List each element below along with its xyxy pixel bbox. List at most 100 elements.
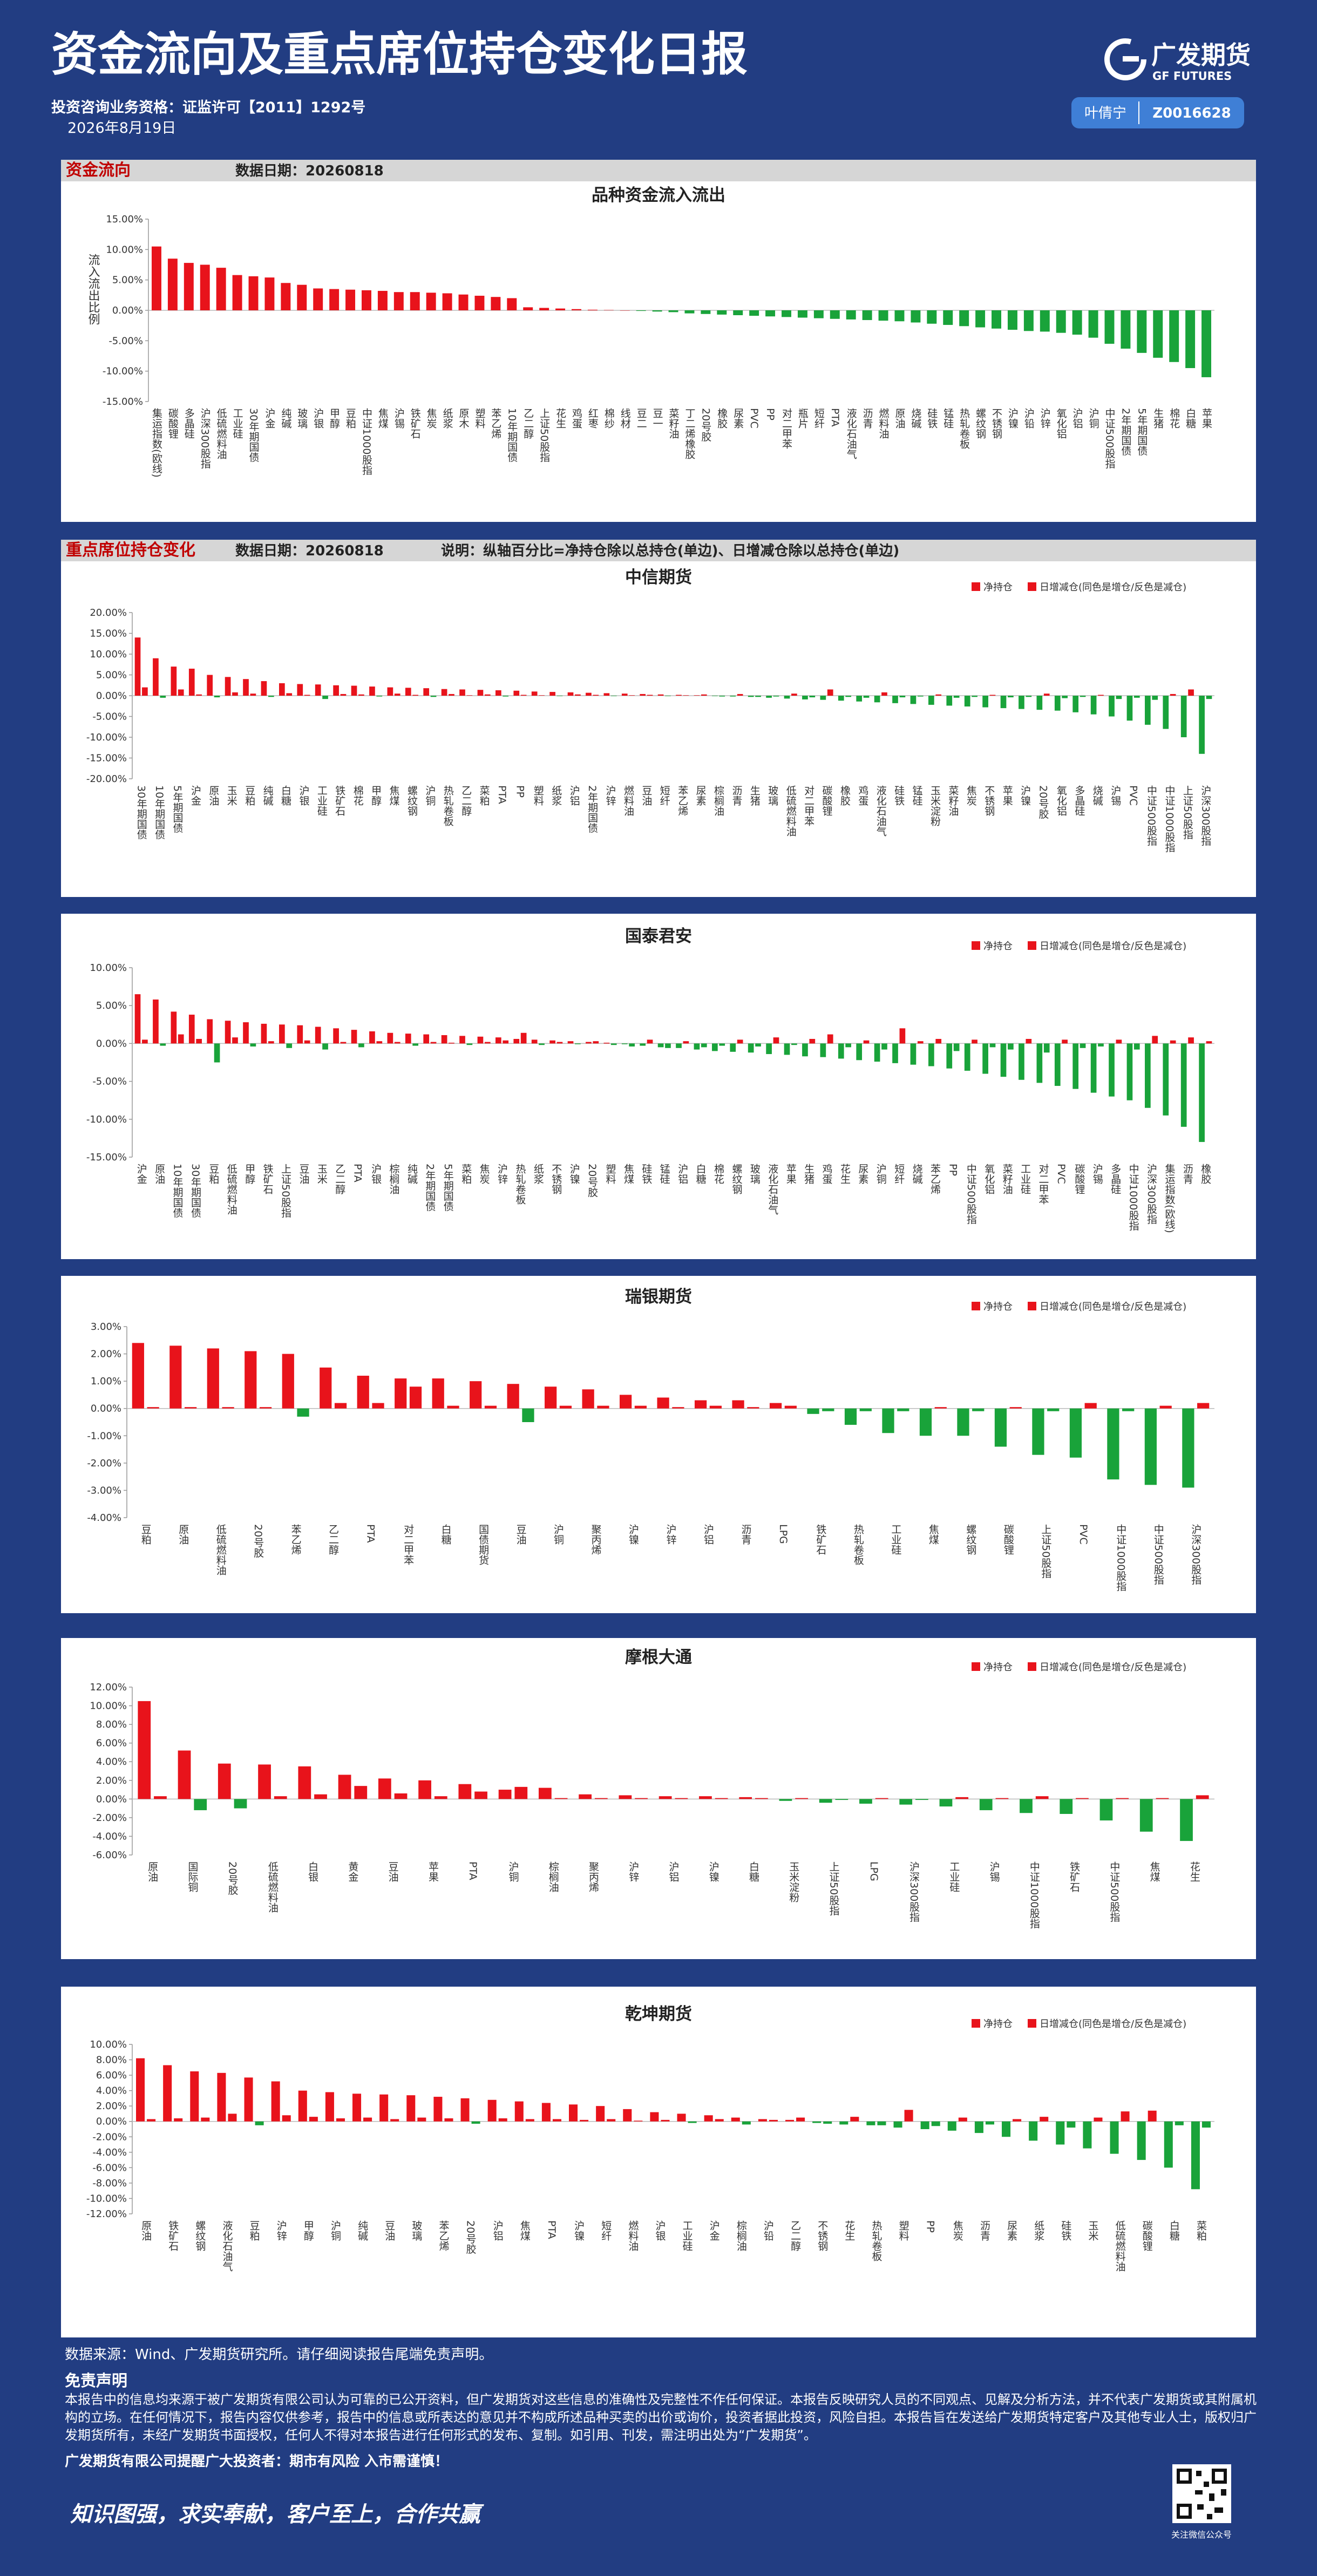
x-tick-label: 鸡蛋 <box>821 1164 833 1184</box>
bar <box>271 2081 280 2122</box>
x-tick-label: 棉花 <box>352 785 364 806</box>
x-tick-label: 玉米 <box>316 1164 328 1184</box>
bar <box>207 675 213 696</box>
bar <box>1056 2121 1065 2145</box>
qr-finder-inner <box>1180 2472 1189 2480</box>
x-tick-label: 低硫燃料油 <box>267 1861 279 1913</box>
bar <box>441 689 447 696</box>
bar <box>1116 1039 1122 1044</box>
bar <box>1196 1795 1209 1799</box>
x-tick-label: 聚丙烯 <box>587 1861 599 1892</box>
bar <box>541 2103 551 2122</box>
x-tick-label: 豆油 <box>297 1164 309 1184</box>
bar <box>387 687 393 696</box>
bar <box>1047 1408 1060 1411</box>
x-tick-label: 棕榈油 <box>388 1164 400 1194</box>
bar <box>474 295 485 310</box>
x-tick-label: 花生 <box>843 2220 855 2241</box>
bar <box>169 1345 182 1409</box>
bar <box>802 1043 808 1057</box>
bar <box>947 2121 956 2131</box>
bar <box>769 2119 778 2122</box>
bar <box>1060 1799 1073 1814</box>
bar <box>393 292 404 310</box>
x-tick-label: 低硫燃料油 <box>215 408 227 459</box>
x-tick-label: 纯碱 <box>356 2220 368 2241</box>
bar <box>1188 689 1194 696</box>
x-tick-label: 沪铜 <box>1088 408 1099 429</box>
bar <box>684 310 695 314</box>
x-tick-label: 原油 <box>207 785 219 806</box>
bar <box>216 268 226 310</box>
x-tick-label: 玻璃 <box>410 2220 422 2241</box>
bar <box>298 2090 307 2122</box>
bar <box>1199 696 1205 754</box>
bar <box>1008 1043 1014 1050</box>
legend-swatch <box>1028 1302 1036 1310</box>
y-tick-label: 4.00% <box>96 2085 127 2097</box>
bar <box>812 2121 822 2123</box>
legend-label: 净持仓 <box>983 941 1013 952</box>
bar <box>264 277 275 310</box>
bar <box>742 2121 751 2125</box>
bar <box>410 292 420 310</box>
y-tick-label: 10.00% <box>90 2039 127 2050</box>
bar <box>701 694 707 696</box>
bar <box>927 310 937 324</box>
bar <box>433 2097 443 2122</box>
bar <box>234 1799 247 1809</box>
bar <box>856 696 863 702</box>
bar <box>160 1043 166 1046</box>
bar <box>531 691 538 696</box>
x-tick-label: 甲醇 <box>370 785 382 806</box>
x-tick-label: 中证1000股指 <box>1128 1164 1139 1231</box>
x-tick-label: 中证1000股指 <box>1115 1524 1126 1592</box>
x-tick-label: 尿素 <box>695 785 707 806</box>
x-tick-label: 热轧卷板 <box>870 2220 882 2261</box>
bar <box>525 2119 534 2122</box>
bar <box>1035 1796 1049 1799</box>
bar <box>1188 1037 1194 1044</box>
x-tick-label: 瓶片 <box>797 408 809 429</box>
bar <box>313 288 323 310</box>
x-tick-label: 液化石油气 <box>766 1164 778 1215</box>
x-tick-label: 硅铁 <box>1060 2220 1071 2241</box>
bar <box>376 696 383 697</box>
y-tick-label: 12.00% <box>90 1682 127 1693</box>
bar <box>132 1343 144 1409</box>
bar <box>188 668 195 696</box>
bar <box>992 310 1001 329</box>
chart-title: 乾坤期货 <box>625 2004 692 2024</box>
qr-module <box>1195 2490 1203 2495</box>
legend-swatch <box>972 1302 980 1310</box>
x-tick-label: 橡胶 <box>1199 1164 1211 1184</box>
bar <box>946 696 953 706</box>
bar <box>672 1407 684 1409</box>
bar <box>430 1042 437 1044</box>
bar <box>334 1403 347 1409</box>
bar <box>1159 1405 1172 1409</box>
bar <box>441 1035 447 1044</box>
bar <box>357 1376 369 1409</box>
bar <box>802 696 808 699</box>
bar <box>1126 696 1133 721</box>
bar <box>185 1407 197 1409</box>
bar <box>261 1023 267 1044</box>
x-tick-label: 沪深300股指 <box>1199 785 1211 846</box>
bar <box>297 284 307 310</box>
x-tick-label: 沪银 <box>312 408 324 429</box>
bar <box>1163 696 1169 729</box>
legend-label: 净持仓 <box>983 582 1013 593</box>
bar <box>297 684 303 696</box>
bar <box>196 694 202 696</box>
bar <box>1036 1043 1043 1083</box>
bar <box>369 687 375 696</box>
x-tick-label: 焦煤 <box>377 408 389 429</box>
bar <box>1109 1043 1115 1097</box>
bar <box>1098 1043 1104 1047</box>
bar <box>259 1407 272 1409</box>
bar <box>640 694 646 696</box>
x-tick-label: 鸡蛋 <box>571 408 582 429</box>
x-tick-label: 橡胶 <box>839 785 851 806</box>
bar <box>522 1408 534 1422</box>
